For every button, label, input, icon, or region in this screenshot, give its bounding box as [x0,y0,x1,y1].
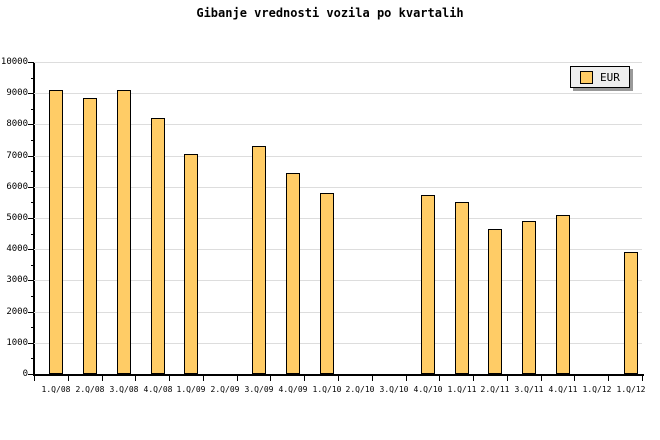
x-axis-tick-label: 2.Q/11 [480,385,510,394]
x-axis-tick-label: 3.Q/10 [379,385,409,394]
bar [421,195,435,374]
x-axis-tick-label: 2.Q/09 [210,385,240,394]
x-axis-tick-label: 1.Q/09 [176,385,206,394]
x-axis-tick-label: 1.Q/12 [616,385,646,394]
x-axis-tick-label: 4.Q/10 [413,385,443,394]
x-axis-tick [372,376,373,381]
y-axis-minor-tick [31,78,34,79]
y-axis-minor-tick [31,171,34,172]
y-axis-tick-label: 7000 [6,151,28,161]
plot-area [33,62,644,376]
x-axis-tick-label: 4.Q/09 [278,385,308,394]
bar [624,252,638,374]
x-axis-tick-label: 1.Q/11 [447,385,477,394]
gridline [34,312,642,313]
gridline [34,218,642,219]
y-axis-major-tick [28,374,34,375]
gridline [34,249,642,250]
y-axis-tick-label: 6000 [6,182,28,192]
x-axis-tick-label: 3.Q/09 [244,385,274,394]
y-axis-major-tick [28,187,34,188]
x-axis-tick-label: 4.Q/11 [548,385,578,394]
gridline [34,62,642,63]
bar [252,146,266,374]
gridline [34,93,642,94]
x-axis-tick [169,376,170,381]
legend-label: EUR [600,70,620,84]
y-axis-major-tick [28,124,34,125]
x-axis-tick [102,376,103,381]
y-axis-major-tick [28,280,34,281]
x-axis-tick [270,376,271,381]
y-axis-minor-tick [31,265,34,266]
x-axis-tick [439,376,440,381]
y-axis-minor-tick [31,234,34,235]
legend: EUR [570,66,630,88]
y-axis-major-tick [28,218,34,219]
bar [184,154,198,374]
bar [488,229,502,374]
x-axis-tick [541,376,542,381]
y-axis-minor-tick [31,202,34,203]
y-axis-tick-label: 5000 [6,213,28,223]
x-axis-tick-label: 3.Q/11 [514,385,544,394]
y-axis-tick-label: 10000 [0,57,28,67]
y-axis-major-tick [28,312,34,313]
x-axis-tick [608,376,609,381]
x-axis-tick [473,376,474,381]
bar [49,90,63,374]
y-axis-tick-label: 3000 [6,275,28,285]
y-axis-tick-label: 8000 [6,119,28,129]
x-axis-tick [68,376,69,381]
y-axis-major-tick [28,156,34,157]
y-axis-minor-tick [31,327,34,328]
x-axis-tick-label: 4.Q/08 [143,385,173,394]
x-axis-tick [642,376,643,381]
x-axis-tick [574,376,575,381]
chart-title: Gibanje vrednosti vozila po kvartalih [196,6,464,20]
bar [83,98,97,374]
x-axis-tick-label: 1.Q/08 [41,385,71,394]
y-axis-tick-label: 9000 [6,88,28,98]
gridline [34,343,642,344]
y-axis-tick-label: 2000 [6,307,28,317]
y-axis-minor-tick [31,358,34,359]
bar [455,202,469,374]
gridline [34,156,642,157]
y-axis-tick-label: 4000 [6,244,28,254]
bar [556,215,570,374]
y-axis-major-tick [28,249,34,250]
x-axis-tick-label: 2.Q/08 [75,385,105,394]
y-axis-minor-tick [31,140,34,141]
x-axis-tick [338,376,339,381]
y-axis-major-tick [28,62,34,63]
x-axis-tick-label: 1.Q/12 [582,385,612,394]
bar [117,90,131,374]
y-axis-minor-tick [31,296,34,297]
y-axis-minor-tick [31,109,34,110]
legend-swatch-icon [580,70,593,84]
bar [151,118,165,374]
bar [286,173,300,374]
bar [522,221,536,374]
y-axis-major-tick [28,343,34,344]
x-axis-tick-label: 1.Q/10 [312,385,342,394]
y-axis-tick-label: 1000 [6,338,28,348]
y-axis-major-tick [28,93,34,94]
x-axis-tick-label: 2.Q/10 [345,385,375,394]
gridline [34,124,642,125]
x-axis-tick [34,376,35,381]
x-axis-tick [406,376,407,381]
x-axis-tick [203,376,204,381]
x-axis-tick [304,376,305,381]
x-axis-tick-label: 3.Q/08 [109,385,139,394]
x-axis-tick [237,376,238,381]
x-axis-tick [135,376,136,381]
gridline [34,280,642,281]
y-axis-tick-label: 0 [22,369,28,379]
bar [320,193,334,374]
x-axis-tick [507,376,508,381]
gridline [34,187,642,188]
